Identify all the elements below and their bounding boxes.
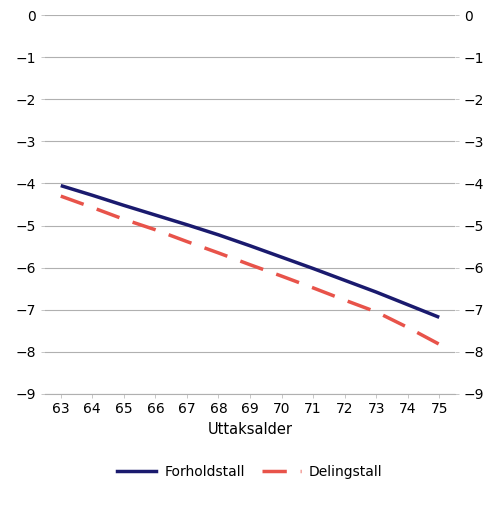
Legend: Forholdstall, Delingstall: Forholdstall, Delingstall [112,460,388,485]
X-axis label: Uttaksalder: Uttaksalder [208,422,292,437]
